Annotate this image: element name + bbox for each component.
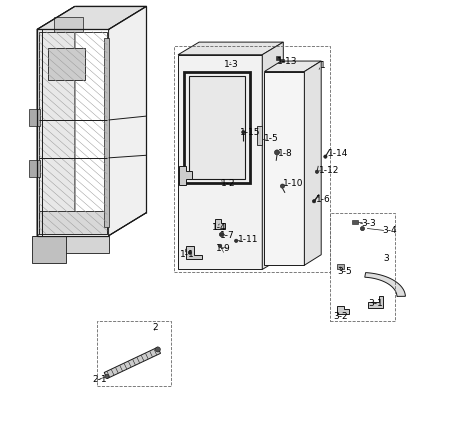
- Circle shape: [219, 244, 222, 248]
- Text: 3-1: 3-1: [368, 299, 383, 309]
- Bar: [33, 236, 58, 253]
- Text: 1-3: 1-3: [224, 60, 238, 69]
- Circle shape: [155, 347, 160, 352]
- Text: 3-4: 3-4: [382, 226, 397, 235]
- Text: 1-8: 1-8: [278, 149, 293, 158]
- Circle shape: [188, 251, 191, 254]
- Bar: [58, 236, 109, 253]
- Bar: [329, 213, 395, 321]
- Text: 1-11: 1-11: [238, 235, 259, 245]
- Bar: [47, 48, 85, 80]
- Text: 3-2: 3-2: [333, 312, 347, 321]
- Bar: [32, 236, 66, 263]
- Bar: [352, 220, 358, 224]
- Text: 1-12: 1-12: [319, 166, 339, 175]
- Circle shape: [324, 155, 327, 158]
- Bar: [189, 76, 246, 179]
- Text: 1-14: 1-14: [328, 149, 348, 158]
- Bar: [174, 46, 329, 272]
- Polygon shape: [264, 72, 304, 265]
- Text: 1-9: 1-9: [216, 244, 231, 253]
- Polygon shape: [215, 219, 225, 229]
- Text: 1: 1: [320, 61, 326, 70]
- Text: 1-7: 1-7: [220, 231, 235, 240]
- Text: 1-4: 1-4: [212, 223, 227, 232]
- Circle shape: [274, 150, 280, 155]
- Bar: [97, 321, 171, 386]
- Text: 3-3: 3-3: [361, 219, 376, 229]
- Polygon shape: [104, 347, 161, 378]
- Circle shape: [105, 374, 109, 378]
- Polygon shape: [337, 306, 349, 314]
- Circle shape: [312, 200, 316, 203]
- Text: 3-5: 3-5: [337, 267, 352, 276]
- Bar: [103, 38, 109, 227]
- Bar: [276, 56, 280, 60]
- Circle shape: [315, 170, 319, 173]
- Circle shape: [360, 226, 365, 231]
- Circle shape: [242, 131, 245, 134]
- Text: 3: 3: [383, 254, 389, 264]
- Bar: [29, 109, 40, 126]
- Polygon shape: [178, 42, 283, 55]
- Circle shape: [280, 184, 284, 188]
- Polygon shape: [304, 61, 321, 265]
- Text: 2: 2: [152, 323, 157, 332]
- Bar: [39, 32, 107, 234]
- Polygon shape: [368, 296, 383, 308]
- Polygon shape: [178, 55, 262, 269]
- Polygon shape: [109, 6, 146, 236]
- Text: 1-6: 1-6: [316, 195, 331, 205]
- Polygon shape: [37, 6, 146, 29]
- Bar: [257, 126, 262, 145]
- Bar: [29, 160, 40, 177]
- Polygon shape: [37, 6, 75, 236]
- Bar: [54, 17, 83, 32]
- Bar: [337, 264, 344, 269]
- Polygon shape: [179, 166, 192, 185]
- Circle shape: [235, 239, 238, 242]
- Text: 1-2: 1-2: [221, 179, 236, 188]
- Bar: [184, 72, 250, 183]
- Text: 1-13: 1-13: [277, 56, 298, 66]
- Bar: [280, 59, 284, 62]
- Text: 1-5: 1-5: [264, 134, 279, 144]
- Polygon shape: [186, 246, 202, 259]
- Polygon shape: [365, 273, 405, 296]
- Circle shape: [219, 232, 224, 237]
- Text: 1-10: 1-10: [283, 179, 303, 188]
- Polygon shape: [262, 42, 283, 269]
- Polygon shape: [264, 61, 321, 72]
- Bar: [39, 210, 107, 234]
- Text: 2-1: 2-1: [92, 375, 107, 384]
- Text: 1-1: 1-1: [180, 250, 195, 259]
- Text: 1-15: 1-15: [240, 128, 261, 137]
